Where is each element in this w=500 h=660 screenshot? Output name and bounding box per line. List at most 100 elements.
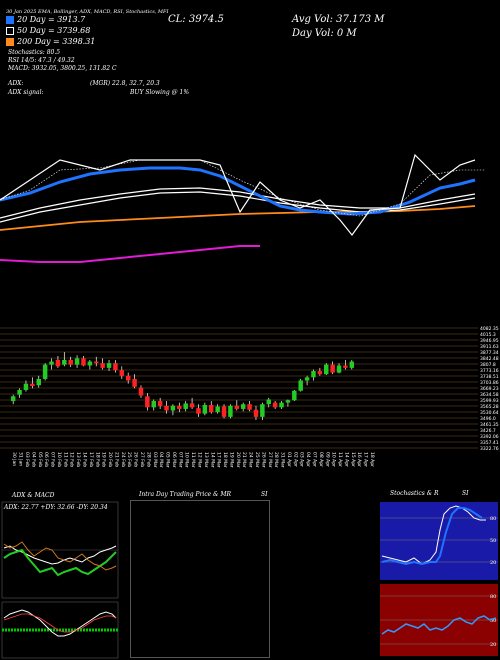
date-tick-label: 10 Mar <box>184 452 190 468</box>
candle-body <box>285 400 291 403</box>
adx-values: (MGR) 22.8, 32.7, 20.3 <box>90 80 160 87</box>
date-tick-label: 17 Mar <box>216 452 222 468</box>
candle-body <box>311 371 316 378</box>
date-tick-label: 08 Apr <box>318 452 324 467</box>
price-axis: 4082.354015.33946.953911.633877.343842.4… <box>480 326 499 452</box>
date-tick-label: 07 Apr <box>311 452 317 467</box>
candle-body <box>183 403 188 409</box>
candle-body <box>349 361 355 368</box>
date-tick-label: 31 Mar <box>280 452 286 468</box>
sma-pink-line <box>0 245 260 263</box>
candle-body <box>68 359 73 365</box>
sma50-label: 50 Day = 3739.68 <box>6 26 90 35</box>
candle-body <box>125 375 131 381</box>
candle-body <box>279 402 284 408</box>
date-tick-label: 26 Feb <box>133 452 139 467</box>
date-tick-label: 14 Mar <box>209 452 215 468</box>
candle-body <box>49 361 54 365</box>
date-tick-label: 12 Feb <box>69 452 75 467</box>
candle-body <box>87 361 93 366</box>
candle-body <box>272 402 278 408</box>
candle-body <box>317 371 323 375</box>
date-tick-label: 14 Apr <box>343 452 349 467</box>
candle-body <box>145 396 150 408</box>
candle-body <box>151 401 156 408</box>
candle-body <box>215 406 220 413</box>
price-tick-label: 3877.34 <box>480 350 499 356</box>
candle-body <box>94 361 99 364</box>
candle-body <box>164 405 169 411</box>
date-tick-label: 19 Feb <box>101 452 107 467</box>
candle-body <box>209 404 214 413</box>
price-tick-label: 3773.16 <box>480 368 499 374</box>
candle-body <box>196 408 201 414</box>
date-tick-label: 13 Feb <box>75 452 81 467</box>
sma50-line-a <box>0 191 476 223</box>
candle-body <box>36 378 41 386</box>
adx-signal-label: ADX signal: <box>8 89 44 96</box>
date-tick-label: 17 Apr <box>363 452 369 467</box>
date-tick-label: 11 Mar <box>190 452 196 468</box>
intraday-si: SI <box>261 491 268 498</box>
date-tick-label: 24 Feb <box>120 452 126 467</box>
intraday-title: Intra Day Trading Price & MR <box>139 491 232 498</box>
date-tick-label: 18 Feb <box>94 452 100 467</box>
sma50-swatch <box>6 27 14 35</box>
price-tick-label: 3461.35 <box>480 422 499 428</box>
sma200-label: 200 Day = 3398.31 <box>6 37 95 46</box>
date-axis: 30 Jan 31 Jan 03 Feb 04 Feb 05 Feb 06 Feb 07 F… <box>11 452 375 468</box>
price-tick-label: 3496.0 <box>480 416 496 422</box>
candle-body <box>62 359 67 365</box>
candle-body <box>343 365 348 368</box>
candlestick-series <box>10 352 355 420</box>
candle-body <box>266 399 271 405</box>
stoch-tick-20: 20 <box>490 560 496 566</box>
date-tick-label: 27 Feb <box>139 452 145 467</box>
macd-signal-line <box>3 613 117 633</box>
date-tick-label: 24 Mar <box>248 452 254 468</box>
candle-body <box>119 370 125 376</box>
price-tick-label: 3703.86 <box>480 380 499 386</box>
stoch-k-line <box>381 505 486 565</box>
price-tick-label: 3911.63 <box>480 344 499 350</box>
price-tick-label: 3530.64 <box>480 410 499 416</box>
price-grid <box>0 327 478 449</box>
candle-body <box>240 404 246 409</box>
rsi-tick-80: 80 <box>490 594 496 600</box>
date-tick-label: 16 Apr <box>356 452 362 467</box>
date-tick-label: 02 Apr <box>292 452 298 467</box>
price-tick-label: 3392.06 <box>480 434 499 440</box>
top-info-line: 30 Jan 2025 EMA, Bollinger, ADX, MACD, R… <box>6 9 426 15</box>
candle-body <box>170 405 176 411</box>
stochastics-panel: Stochastics & R SI 80 50 20 80 50 20 <box>380 490 498 658</box>
candle-body <box>177 405 182 409</box>
date-tick-label: 10 Feb <box>56 452 62 467</box>
candle-body <box>189 403 195 408</box>
date-tick-label: 14 Feb <box>81 452 87 467</box>
candle-body <box>42 364 48 379</box>
price-tick-label: 3599.93 <box>480 398 499 404</box>
macd-value: MACD: 3932.05, 3800.25, 131.82 C <box>8 65 117 72</box>
candle-body <box>157 401 163 406</box>
candle-body <box>10 396 16 402</box>
candle-body <box>228 405 233 417</box>
date-tick-label: 11 Apr <box>337 452 343 467</box>
candle-body <box>221 406 227 417</box>
adx-line <box>3 545 117 565</box>
date-tick-label: 03 Apr <box>299 452 305 467</box>
stochastics-value: Stochastics: 80.5 <box>8 49 61 56</box>
stoch-tick-50: 50 <box>490 538 496 544</box>
candle-body <box>30 383 35 387</box>
candle-body <box>106 363 112 368</box>
date-tick-label: 30 Jan <box>11 452 17 466</box>
rsi-tick-20: 20 <box>490 642 496 648</box>
close-price: CL: 3974.5 <box>168 14 224 25</box>
candle-body <box>247 404 252 410</box>
date-tick-label: 13 Mar <box>203 452 209 468</box>
stoch-d-line <box>381 507 483 566</box>
price-tick-label: 3634.58 <box>480 392 499 398</box>
macd-line <box>3 609 117 637</box>
candle-body <box>100 363 105 368</box>
date-tick-label: 26 Mar <box>260 452 266 468</box>
candle-body <box>113 363 118 371</box>
